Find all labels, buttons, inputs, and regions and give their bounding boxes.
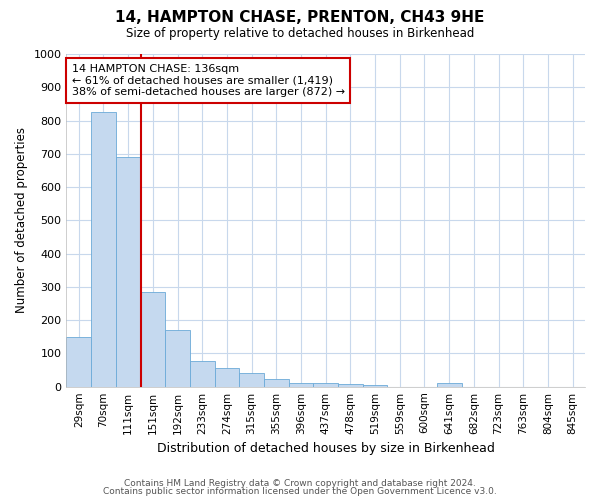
Bar <box>91 112 116 386</box>
Text: Contains HM Land Registry data © Crown copyright and database right 2024.: Contains HM Land Registry data © Crown c… <box>124 478 476 488</box>
Bar <box>313 384 338 386</box>
Text: Size of property relative to detached houses in Birkenhead: Size of property relative to detached ho… <box>126 28 474 40</box>
Bar <box>140 292 165 386</box>
Bar <box>363 385 388 386</box>
Bar <box>190 360 215 386</box>
Bar <box>239 374 264 386</box>
Bar <box>165 330 190 386</box>
Bar <box>264 380 289 386</box>
X-axis label: Distribution of detached houses by size in Birkenhead: Distribution of detached houses by size … <box>157 442 494 455</box>
Bar <box>289 384 313 386</box>
Text: 14, HAMPTON CHASE, PRENTON, CH43 9HE: 14, HAMPTON CHASE, PRENTON, CH43 9HE <box>115 10 485 25</box>
Bar <box>338 384 363 386</box>
Text: Contains public sector information licensed under the Open Government Licence v3: Contains public sector information licen… <box>103 487 497 496</box>
Bar <box>67 337 91 386</box>
Bar <box>437 384 461 386</box>
Text: 14 HAMPTON CHASE: 136sqm
← 61% of detached houses are smaller (1,419)
38% of sem: 14 HAMPTON CHASE: 136sqm ← 61% of detach… <box>71 64 345 97</box>
Bar <box>215 368 239 386</box>
Y-axis label: Number of detached properties: Number of detached properties <box>15 128 28 314</box>
Bar <box>116 157 140 386</box>
